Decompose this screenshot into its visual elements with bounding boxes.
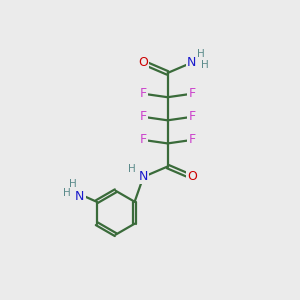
Text: F: F [188,134,195,146]
Text: F: F [188,110,195,123]
Text: O: O [138,56,148,69]
Text: H: H [69,179,77,189]
Text: H: H [201,60,208,70]
Text: F: F [140,87,147,100]
Text: N: N [139,170,148,183]
Text: O: O [187,170,197,183]
Text: N: N [187,56,196,69]
Text: H: H [128,164,136,174]
Text: H: H [63,188,71,198]
Text: H: H [197,50,205,59]
Text: F: F [188,87,195,100]
Text: F: F [140,134,147,146]
Text: N: N [75,190,85,203]
Text: F: F [140,110,147,123]
